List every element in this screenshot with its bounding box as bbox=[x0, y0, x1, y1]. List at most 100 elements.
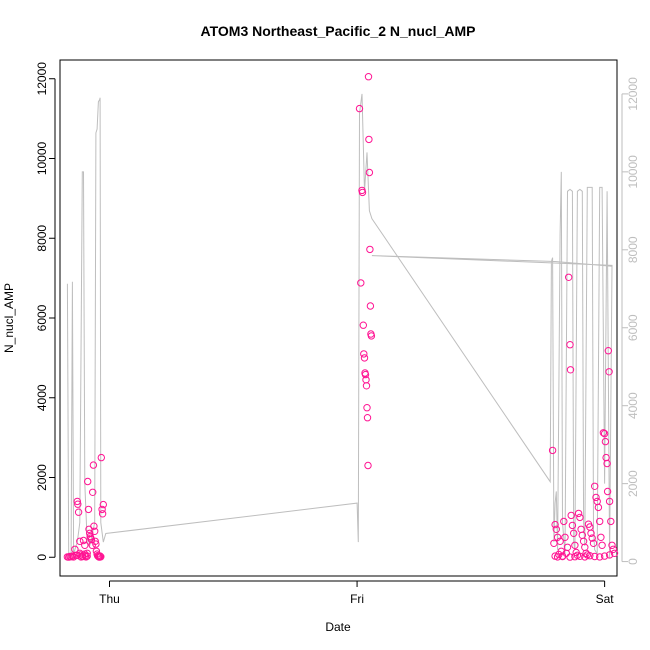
data-point bbox=[367, 332, 376, 340]
data-point bbox=[579, 537, 588, 545]
data-point bbox=[594, 503, 603, 512]
data-point bbox=[91, 537, 99, 545]
x-axis: Thu Fri Sat bbox=[99, 580, 615, 606]
data-point bbox=[610, 549, 619, 557]
data-point bbox=[548, 446, 557, 455]
data-point bbox=[574, 509, 583, 518]
data-point bbox=[596, 553, 604, 561]
data-point bbox=[363, 414, 372, 422]
data-point bbox=[608, 541, 616, 549]
y-left-tick-label: 2000 bbox=[35, 464, 49, 491]
data-point bbox=[364, 461, 372, 470]
data-point bbox=[73, 551, 82, 559]
data-point bbox=[560, 517, 568, 526]
data-point bbox=[563, 543, 572, 551]
data-point bbox=[357, 279, 365, 287]
data-point bbox=[568, 521, 577, 530]
x-axis-label: Date bbox=[325, 620, 351, 634]
reference-line-path bbox=[66, 93, 613, 560]
data-point bbox=[552, 525, 560, 533]
data-point bbox=[596, 517, 604, 526]
data-point bbox=[90, 522, 98, 530]
data-point bbox=[366, 245, 374, 254]
data-point bbox=[81, 541, 89, 549]
data-point bbox=[99, 500, 108, 509]
data-point bbox=[591, 482, 599, 490]
data-point bbox=[97, 553, 105, 561]
data-point bbox=[551, 520, 559, 529]
y-left-tick-label: 4000 bbox=[35, 384, 49, 411]
data-point bbox=[607, 517, 615, 526]
x-tick-label: Sat bbox=[596, 592, 615, 606]
data-point bbox=[558, 552, 567, 561]
data-point bbox=[588, 534, 596, 542]
data-point bbox=[76, 537, 84, 545]
data-point bbox=[556, 537, 564, 545]
data-point bbox=[605, 551, 614, 559]
plot-frame bbox=[59, 59, 618, 577]
data-point bbox=[598, 541, 606, 549]
x-tick-label: Thu bbox=[99, 592, 120, 606]
data-point bbox=[97, 453, 106, 462]
reference-line-layer bbox=[66, 93, 613, 560]
data-point bbox=[566, 366, 575, 374]
data-point bbox=[365, 135, 373, 144]
chart-title: ATOM3 Northeast_Pacific_2 N_nucl_AMP bbox=[201, 23, 476, 39]
data-point bbox=[566, 553, 574, 561]
y-axis-label: N_nucl_AMP bbox=[2, 283, 16, 353]
data-point bbox=[74, 508, 83, 516]
data-point bbox=[570, 529, 578, 537]
y-axis-right: 0 2000 4000 6000 8000 10000 12000 bbox=[621, 77, 640, 565]
y-axis-left: 0 2000 4000 6000 8000 10000 12000 bbox=[35, 62, 56, 561]
y-right-tick-label: 0 bbox=[626, 558, 640, 565]
data-point bbox=[73, 497, 82, 506]
data-point bbox=[600, 552, 609, 560]
data-point bbox=[603, 487, 612, 496]
data-point bbox=[565, 273, 573, 281]
data-point bbox=[605, 497, 614, 506]
data-point bbox=[600, 429, 609, 438]
y-right-tick-label: 10000 bbox=[626, 155, 640, 189]
data-point bbox=[597, 533, 605, 541]
data-point bbox=[83, 552, 91, 560]
data-point bbox=[365, 168, 374, 177]
y-right-tick-label: 12000 bbox=[626, 77, 640, 111]
data-point bbox=[84, 505, 93, 514]
data-point bbox=[355, 104, 364, 113]
data-point bbox=[96, 552, 104, 560]
data-point bbox=[603, 459, 611, 468]
data-point bbox=[91, 527, 99, 535]
data-point bbox=[364, 73, 373, 81]
data-point bbox=[576, 552, 584, 560]
y-right-tick-label: 6000 bbox=[626, 314, 640, 341]
data-point bbox=[87, 536, 96, 544]
data-point bbox=[571, 541, 579, 549]
y-right-tick-label: 8000 bbox=[626, 236, 640, 263]
data-point bbox=[92, 540, 100, 548]
data-point bbox=[576, 513, 584, 522]
data-point bbox=[366, 302, 375, 310]
data-points-layer bbox=[63, 73, 619, 561]
data-point bbox=[567, 511, 575, 520]
data-point bbox=[359, 321, 367, 329]
data-point bbox=[358, 188, 367, 197]
data-point bbox=[360, 350, 368, 358]
data-point bbox=[553, 553, 562, 561]
data-point bbox=[599, 429, 608, 437]
data-point bbox=[89, 461, 98, 469]
data-point bbox=[581, 553, 589, 561]
y-right-tick-label: 2000 bbox=[626, 470, 640, 497]
data-point bbox=[605, 368, 613, 376]
data-point bbox=[561, 533, 569, 541]
data-point bbox=[571, 553, 579, 561]
data-point bbox=[68, 552, 77, 560]
data-point bbox=[591, 552, 599, 561]
y-left-tick-label: 10000 bbox=[35, 141, 49, 175]
y-left-tick-label: 12000 bbox=[35, 62, 49, 96]
data-point bbox=[602, 453, 610, 462]
data-point bbox=[587, 529, 595, 537]
data-point bbox=[557, 547, 565, 555]
x-tick-label: Fri bbox=[350, 592, 364, 606]
data-point bbox=[566, 341, 574, 349]
